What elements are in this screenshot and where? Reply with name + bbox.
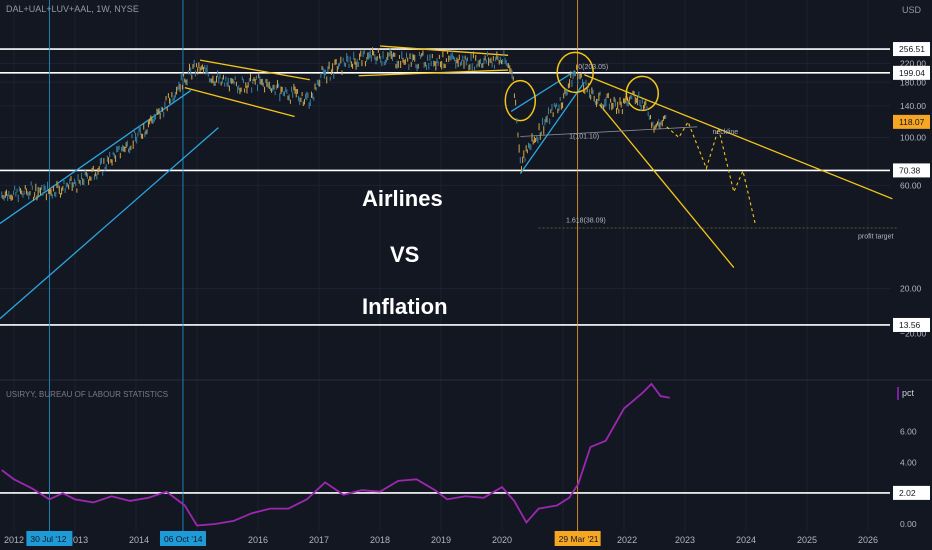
x-tick-label: 2018 [370,535,390,545]
x-tick-label: 2016 [248,535,268,545]
level-badge [893,65,930,80]
highlight-circle [504,79,537,122]
price-tick-label: 140.00 [900,101,926,111]
level-badge-text: 70.38 [899,165,921,175]
highlight-circle [625,75,660,112]
inflation-tick-label: 0.00 [900,519,917,529]
date-marker-text: 30 Jul '12 [30,534,66,544]
triangle-line [584,74,893,200]
projection-path [666,120,756,224]
x-tick-label: 2020 [492,535,512,545]
inflation-level-badge-text: 2.02 [899,488,916,498]
triangle-line [184,87,295,118]
x-tick-label: 2014 [129,535,149,545]
neckline-line [520,126,698,137]
level-badge [893,163,930,178]
price-tick-label: 220.00 [900,58,926,68]
x-tick-label: 2013 [68,535,88,545]
x-tick-label: 2024 [736,535,756,545]
channel-line [510,70,576,112]
x-tick-label: 2022 [617,535,637,545]
inflation-tick-label: 4.00 [900,457,917,467]
date-marker-text: 06 Oct '14 [164,534,203,544]
grid-lines [0,0,932,531]
current-price-text: 118.07 [899,117,925,127]
level-badge-text: 256.51 [899,44,925,54]
ticker-label: DAL+UAL+LUV+AAL, 1W, NYSE [6,4,139,14]
chart-annotation: profit target [858,234,893,241]
price-tick-label: 180.00 [900,77,926,87]
overlay-text-inflation: Inflation [362,294,448,319]
x-tick-label: 2023 [675,535,695,545]
date-marker-badge [554,531,601,546]
price-series [1,47,667,203]
inflation-line [1,382,670,527]
x-tick-label: 2012 [4,535,24,545]
level-badge-text: 13.56 [899,320,921,330]
x-tick-label: 2017 [309,535,329,545]
indicator-unit-badge: pct [897,387,929,400]
price-tick-label: −20.00 [900,328,927,338]
x-tick-label: 2026 [858,535,878,545]
date-marker-badge [159,531,206,546]
price-tick-label: 20.00 [900,283,922,293]
channel-line [0,127,219,320]
current-price-badge [893,114,930,129]
overlay-text-airlines: Airlines [362,186,443,211]
inflation-series [1,382,670,527]
overlay-text-vs: VS [390,242,420,267]
axis-labels: 0(203.05) 1(101.10) 1.618(38.09) neckline pr… [4,42,930,546]
x-tick-label: 2019 [431,535,451,545]
triangle-line [599,104,735,268]
channel-line [519,81,585,175]
price-tick-label: 100.00 [900,132,926,142]
level-badge-text: 199.04 [899,68,925,78]
drawing-overlay[interactable] [0,0,899,531]
chart-annotation: neckline [712,129,738,136]
date-marker-text: 29 Mar '21 [559,534,599,544]
triangle-line [199,59,310,81]
chart-annotation: 1(101.10) [569,133,599,140]
inflation-level-badge [893,485,930,500]
x-tick-label: 2025 [797,535,817,545]
triangle-line [358,69,509,77]
indicator-title: USIRYY, BUREAU OF LABOUR STATISTICS [6,390,169,399]
highlight-circle [556,51,594,94]
chart-annotation: 0(203.05) [578,64,608,71]
level-badge [893,317,930,332]
level-badge [893,42,930,57]
inflation-tick-label: 6.00 [900,427,917,437]
chart-annotation: 1.618(38.09) [566,217,606,224]
date-marker-badge [26,531,73,546]
triangle-line [379,45,509,56]
currency-label: USD [902,5,922,15]
price-tick-label: 60.00 [900,180,922,190]
